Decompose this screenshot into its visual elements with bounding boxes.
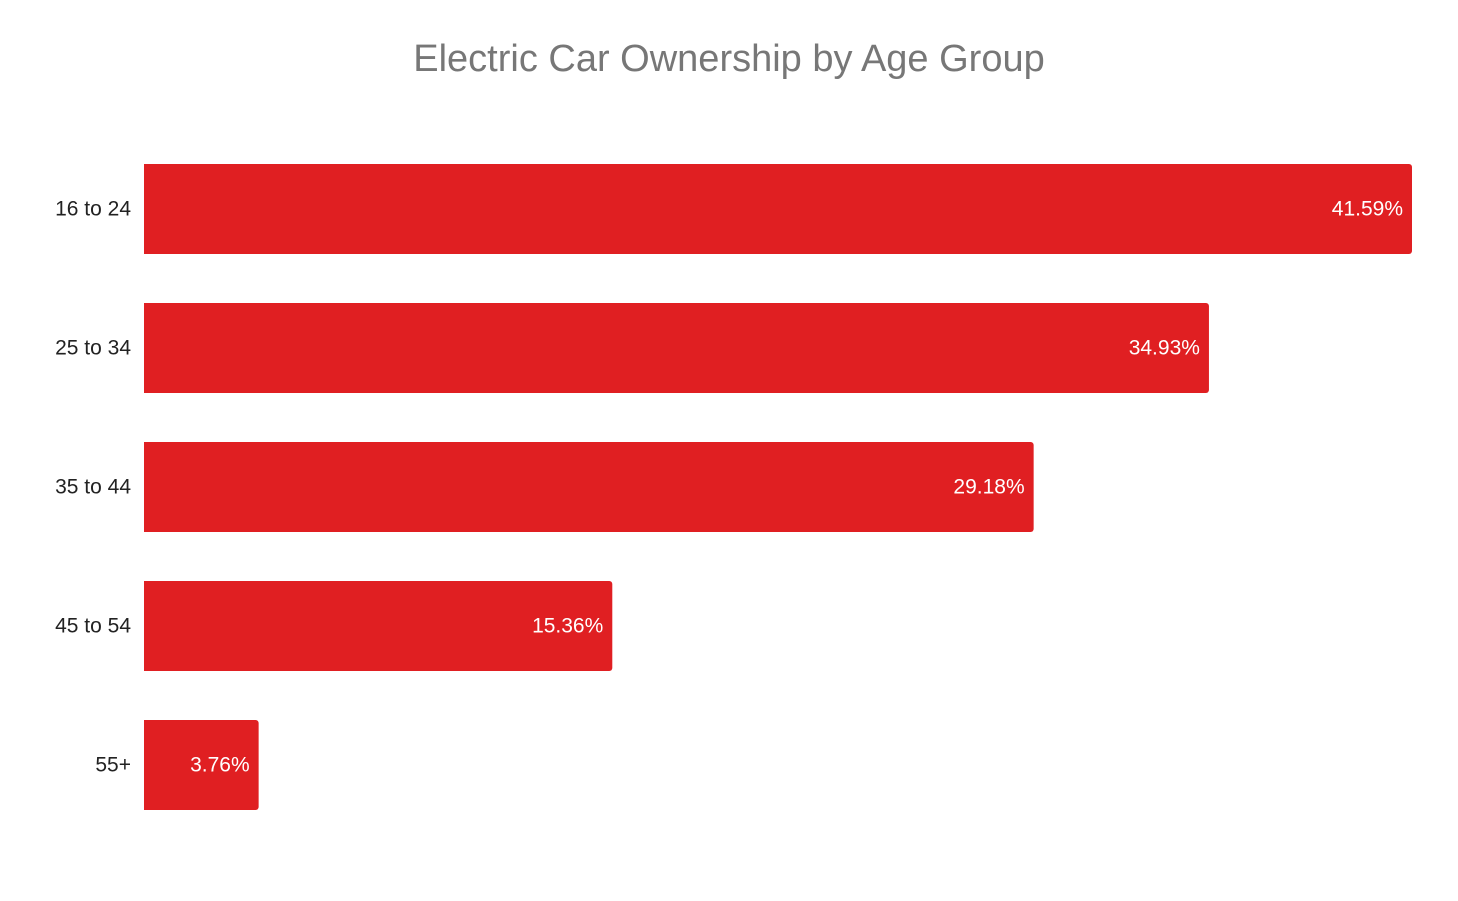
bar-left-edge [144, 581, 150, 671]
bar-35-to-44 [144, 442, 1034, 532]
category-label: 45 to 54 [55, 615, 131, 638]
value-label: 41.59% [1332, 198, 1403, 221]
value-label: 29.18% [953, 476, 1024, 499]
category-label: 16 to 24 [55, 198, 131, 221]
category-label: 55+ [95, 754, 131, 777]
bar-left-edge [144, 442, 150, 532]
category-label: 25 to 34 [55, 337, 131, 360]
value-label: 34.93% [1129, 337, 1200, 360]
category-label: 35 to 44 [55, 476, 131, 499]
bar-55plus [144, 720, 259, 810]
bar-left-edge [144, 303, 150, 393]
bar-left-edge [144, 720, 150, 810]
bar-45-to-54 [144, 581, 613, 671]
bar-left-edge [144, 164, 150, 254]
bars-layer: 16 to 24 41.59% 25 to 34 34.93% 35 to 44 29.1… [55, 164, 1412, 810]
value-label: 15.36% [532, 615, 603, 638]
bar-16-to-24 [144, 164, 1412, 254]
chart-title: Electric Car Ownership by Age Group [413, 38, 1045, 80]
bar-25-to-34 [144, 303, 1209, 393]
value-label: 3.76% [190, 754, 250, 777]
